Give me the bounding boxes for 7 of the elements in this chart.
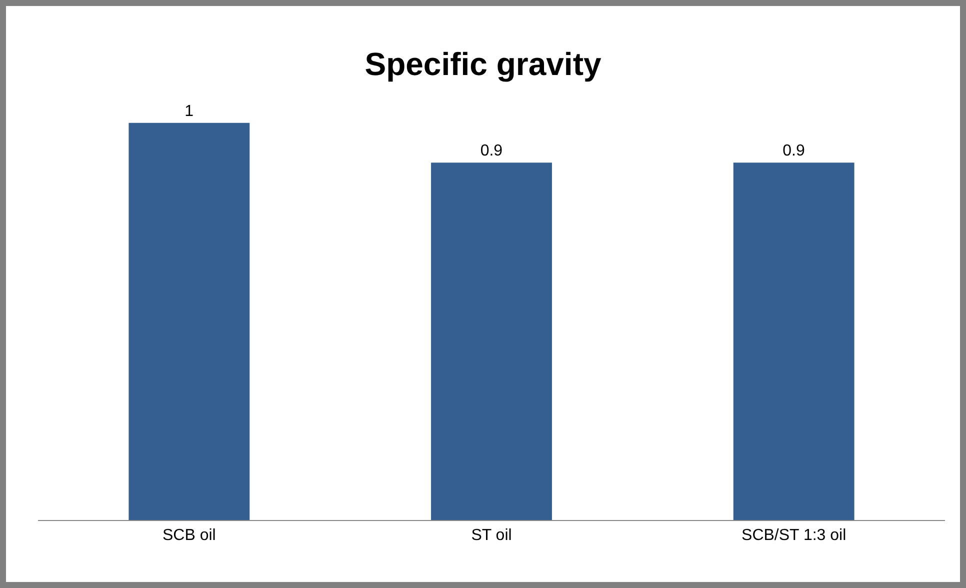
data-label: 1 bbox=[184, 102, 194, 120]
x-tick-label: SCB/ST 1:3 oil bbox=[742, 527, 846, 544]
chart-title: Specific gravity bbox=[364, 46, 602, 82]
data-label: 0.9 bbox=[480, 142, 503, 160]
x-tick-label: ST oil bbox=[471, 527, 512, 544]
x-tick-label: SCB oil bbox=[162, 527, 216, 544]
data-label: 0.9 bbox=[782, 142, 806, 160]
